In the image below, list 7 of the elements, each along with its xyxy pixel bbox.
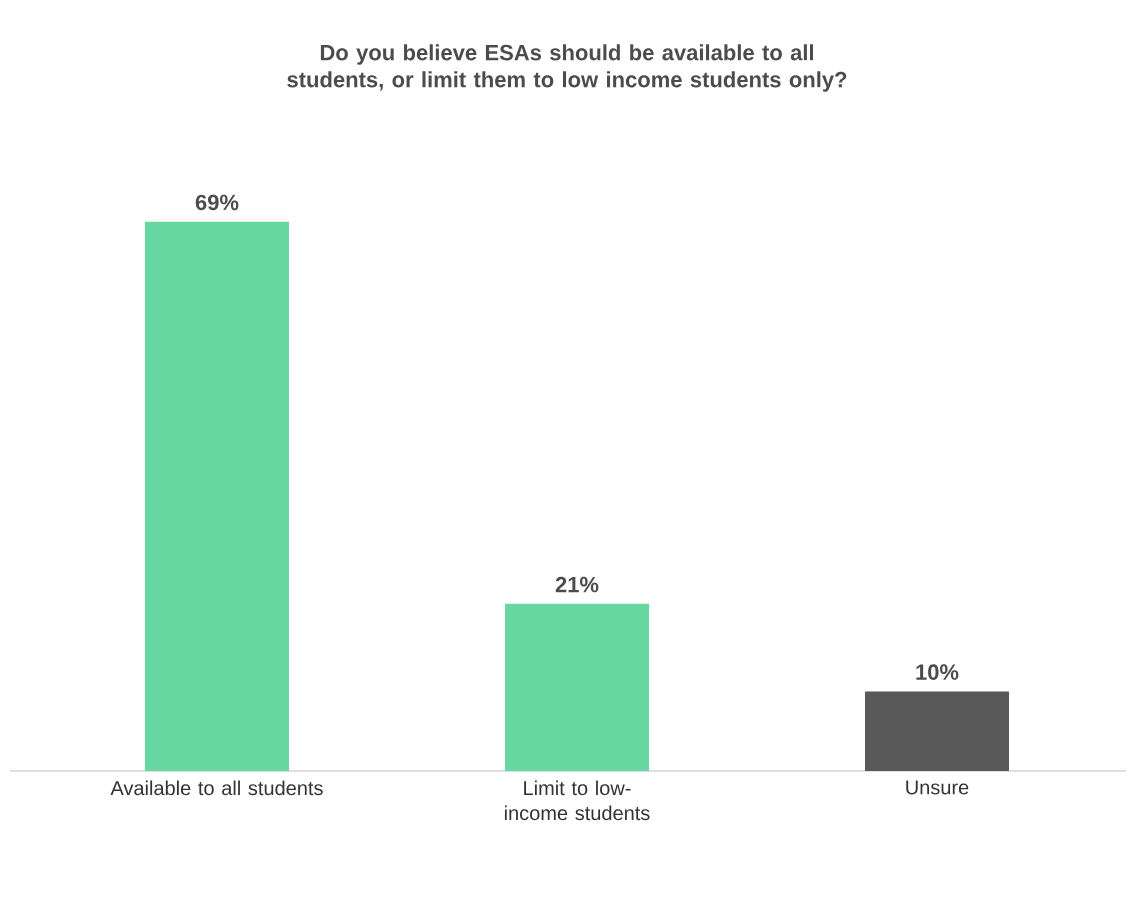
data-label: 69%: [195, 194, 239, 211]
x-tick-label: Limit to low-income students: [504, 780, 650, 821]
x-tick-label: Unsure: [906, 780, 969, 795]
data-label: 21%: [555, 576, 599, 593]
data-label: 10%: [916, 664, 959, 680]
chart-title: Do you believe ESAs should be available to all students, or limit them to low income students only?: [287, 44, 847, 92]
x-tick-label: Available to all students: [110, 780, 323, 796]
